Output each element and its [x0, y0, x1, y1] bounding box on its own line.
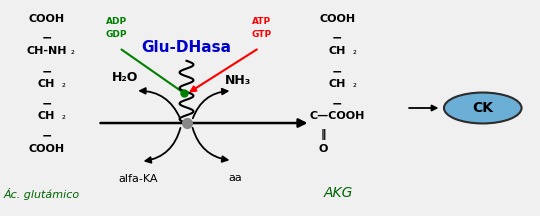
Text: CH: CH	[38, 79, 55, 89]
Text: ‖: ‖	[321, 129, 326, 140]
Text: CK: CK	[472, 101, 493, 115]
Text: GTP: GTP	[252, 30, 272, 39]
Text: COOH: COOH	[319, 14, 355, 24]
Text: −: −	[332, 97, 342, 110]
Text: CH: CH	[38, 111, 55, 121]
Text: O: O	[319, 145, 328, 154]
Text: H₂O: H₂O	[111, 71, 138, 84]
Text: ATP: ATP	[252, 17, 272, 26]
Text: ₂: ₂	[62, 79, 65, 89]
Text: Ác. glutámico: Ác. glutámico	[3, 188, 79, 200]
Text: aa: aa	[228, 173, 242, 183]
Text: NH₃: NH₃	[225, 74, 251, 87]
Text: −: −	[332, 65, 342, 78]
Text: −: −	[41, 129, 52, 143]
Text: GDP: GDP	[106, 30, 127, 39]
Text: AKG: AKG	[324, 186, 353, 200]
Text: CH: CH	[329, 79, 346, 89]
Circle shape	[444, 92, 522, 124]
Text: COOH: COOH	[29, 144, 65, 154]
Text: CH: CH	[329, 46, 346, 56]
Text: −: −	[41, 32, 52, 45]
Text: ₂: ₂	[71, 46, 75, 56]
Text: COOH: COOH	[29, 14, 65, 24]
Text: −: −	[41, 97, 52, 110]
Text: ₂: ₂	[353, 79, 356, 89]
Text: C—COOH: C—COOH	[309, 111, 365, 121]
Text: ADP: ADP	[106, 17, 127, 26]
Text: −: −	[332, 32, 342, 45]
Text: ₂: ₂	[353, 46, 356, 56]
Text: CH-NH: CH-NH	[26, 46, 67, 56]
Text: alfa-KA: alfa-KA	[118, 174, 158, 184]
Text: ₂: ₂	[62, 111, 65, 121]
Text: −: −	[41, 65, 52, 78]
Text: Glu-DHasa: Glu-DHasa	[141, 40, 232, 56]
